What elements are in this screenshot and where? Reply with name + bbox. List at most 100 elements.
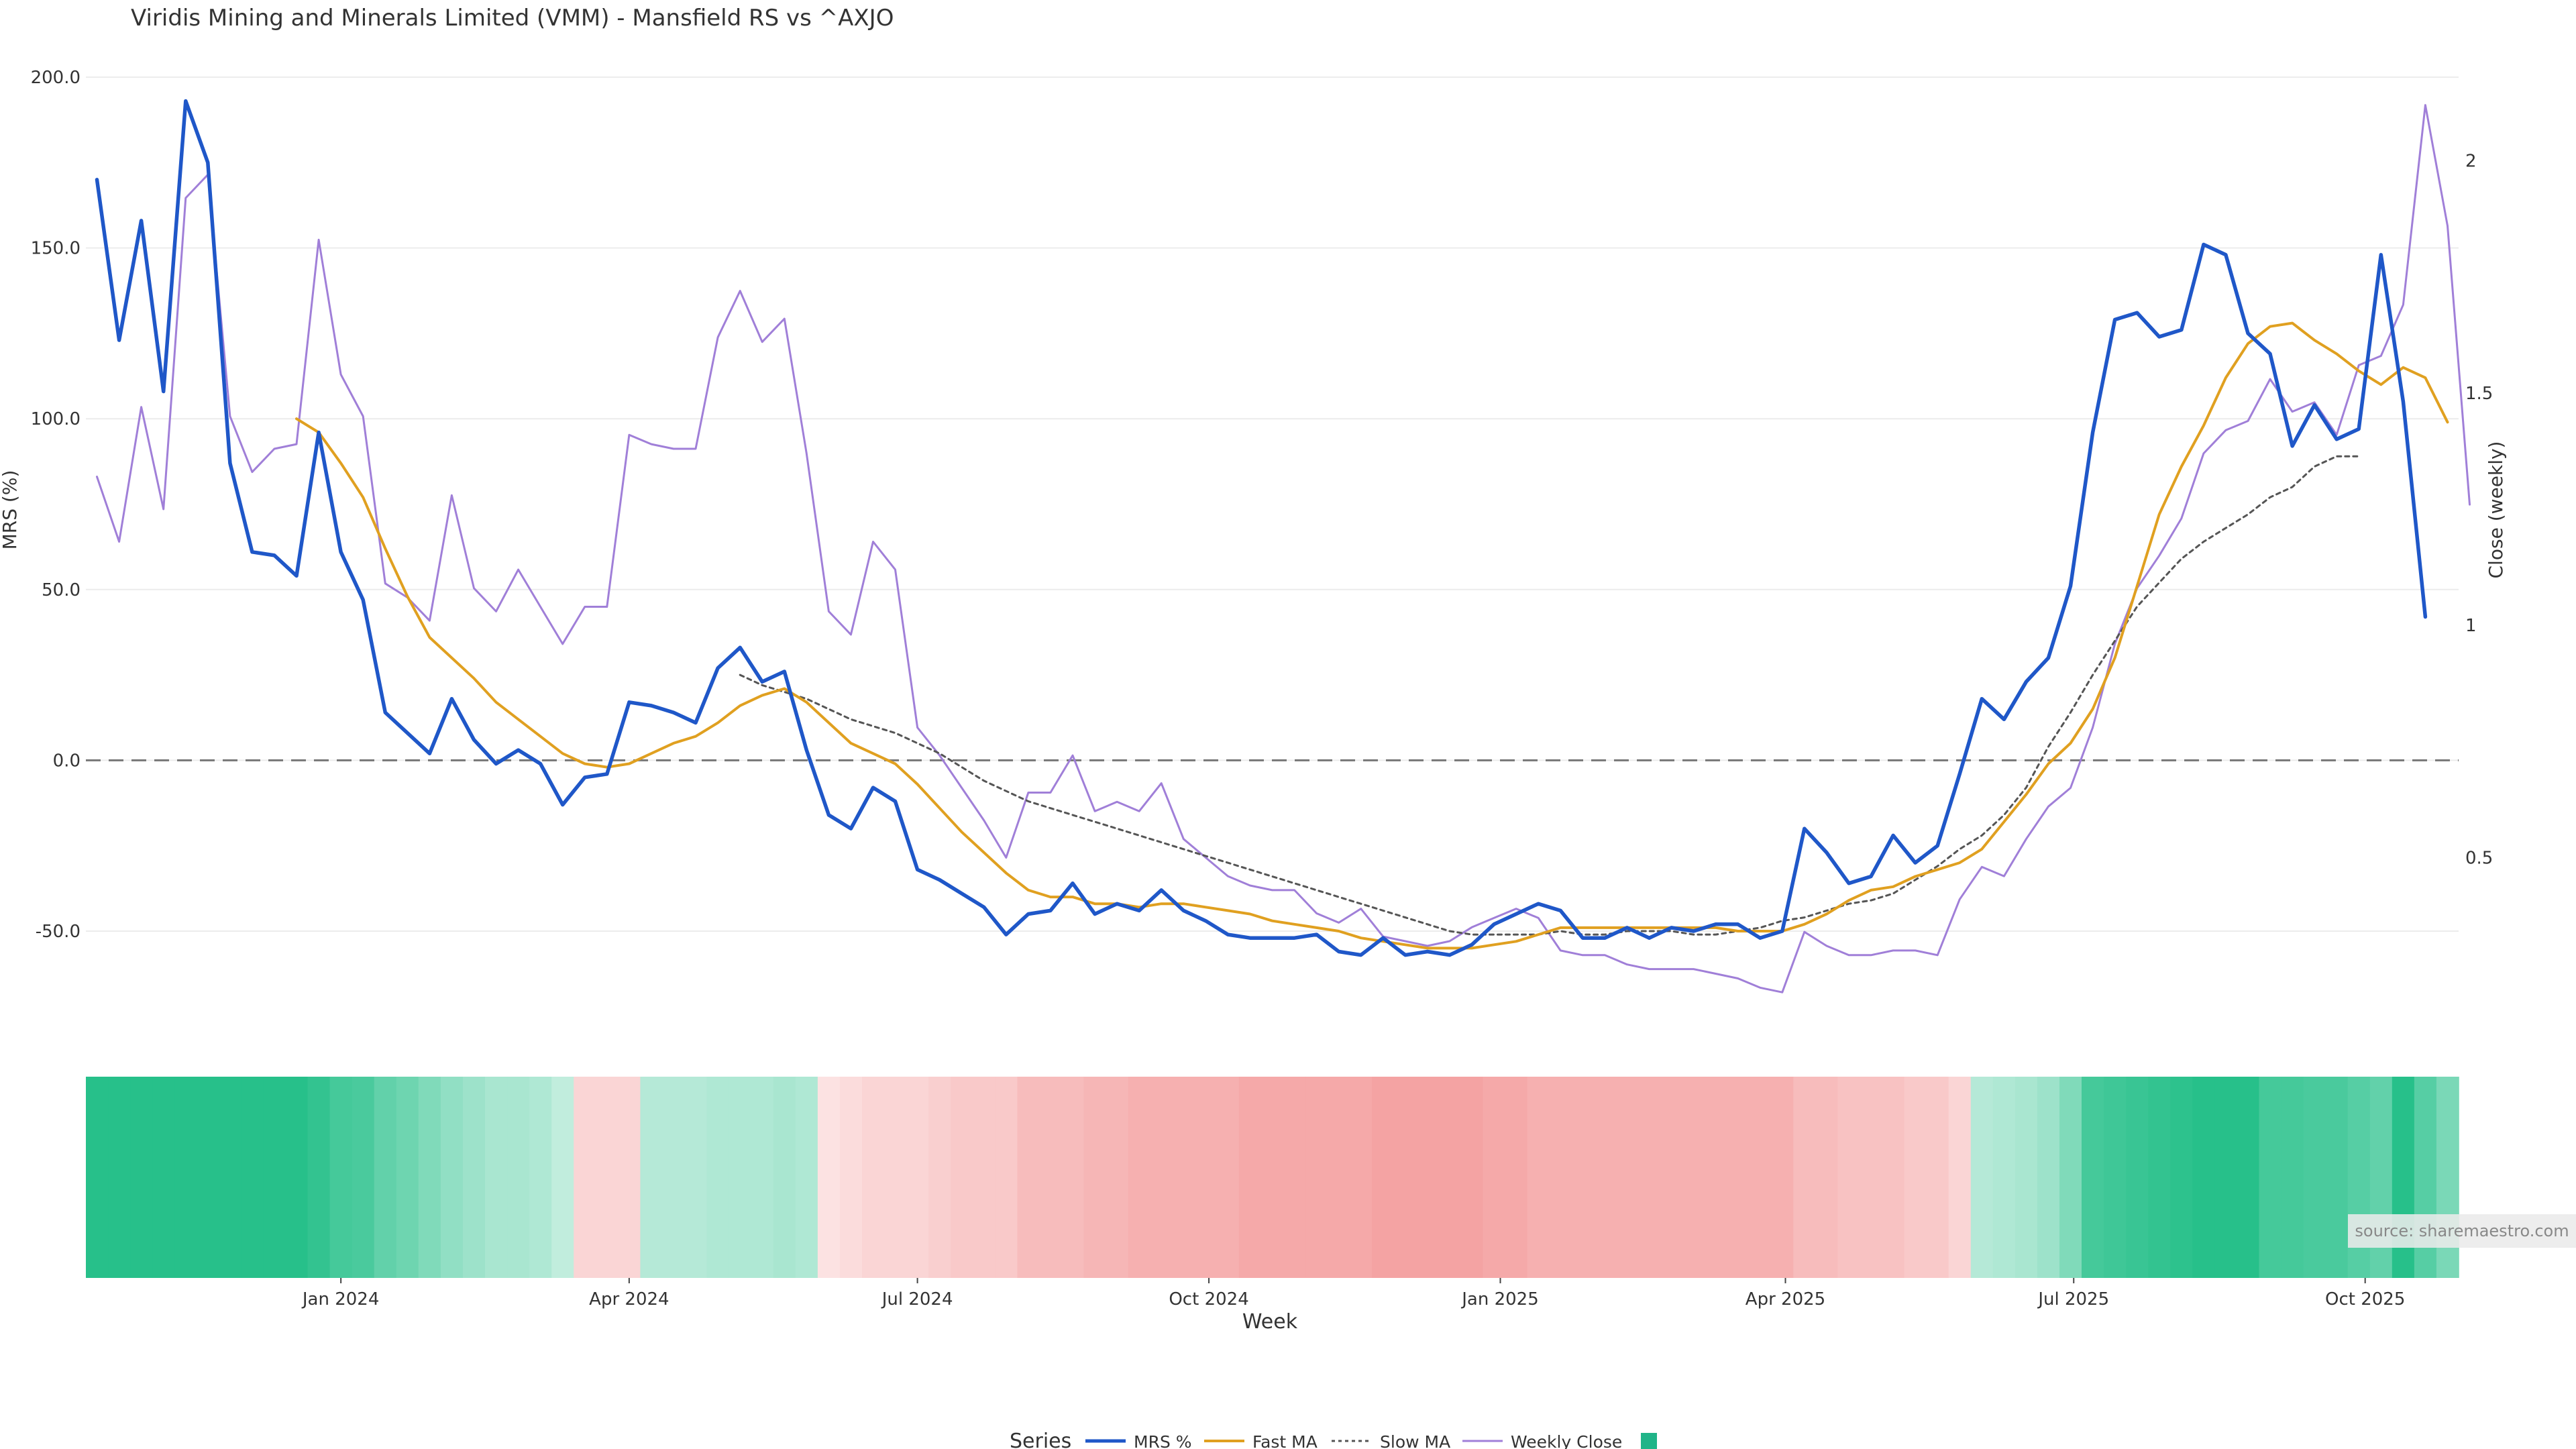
legend-close-label: Weekly Close — [1511, 1432, 1622, 1449]
heatmap-cell — [684, 1077, 708, 1278]
heatmap-cell — [2104, 1077, 2127, 1278]
y-left-tick-label: -50.0 — [36, 922, 80, 942]
heatmap-cell — [2436, 1077, 2459, 1278]
heatmap-cell — [1660, 1077, 1683, 1278]
heatmap-cell — [1283, 1077, 1306, 1278]
heatmap-cell — [884, 1077, 907, 1278]
heatmap-cell — [1705, 1077, 1727, 1278]
heatmap-cell — [1815, 1077, 1839, 1278]
heatmap-cell — [352, 1077, 375, 1278]
heatmap-cell — [329, 1077, 353, 1278]
x-tick-label: Apr 2025 — [1746, 1289, 1825, 1309]
series-line-weekly-close — [96, 104, 2471, 994]
heatmap-cell — [440, 1077, 464, 1278]
x-tick-label: Oct 2025 — [2325, 1289, 2405, 1309]
right-axis: 2 1.5 1 0.5 — [2465, 152, 2493, 869]
heatmap-cell — [1837, 1077, 1861, 1278]
heatmap-cell — [1261, 1077, 1284, 1278]
x-tick-label: Jul 2024 — [881, 1289, 953, 1309]
y-left-tick-label: 50.0 — [42, 580, 80, 600]
heatmap-cell — [1860, 1077, 1883, 1278]
heatmap-cell — [197, 1077, 220, 1278]
heatmap-cell — [1882, 1077, 1905, 1278]
heatmap-cell — [1061, 1077, 1085, 1278]
heatmap-cell — [1771, 1077, 1794, 1278]
heatmap-cell — [862, 1077, 885, 1278]
y-right-tick-label: 1 — [2465, 616, 2477, 636]
y-left-tick-label: 0.0 — [53, 751, 80, 771]
legend: Series MRS % Fast MA Slow MA Weekly Clos… — [1010, 1430, 1657, 1449]
heatmap-cell — [2214, 1077, 2238, 1278]
x-tick-label: Apr 2024 — [589, 1289, 669, 1309]
heatmap-cell — [973, 1077, 996, 1278]
y-right-tick-label: 1.5 — [2465, 384, 2493, 404]
heatmap-cell — [2392, 1077, 2415, 1278]
heatmap-cell — [2037, 1077, 2060, 1278]
heatmap-strip — [86, 1077, 2459, 1278]
chart-title: Viridis Mining and Minerals Limited (VMM… — [131, 5, 894, 32]
legend-item-slow-ma[interactable]: Slow MA — [1332, 1432, 1450, 1449]
heatmap-cell — [418, 1077, 441, 1278]
legend-slow-ma-label: Slow MA — [1380, 1432, 1450, 1449]
heatmap-cell — [817, 1077, 841, 1278]
heatmap-cell — [662, 1077, 686, 1278]
left-axis: 200.0 150.0 100.0 50.0 0.0 -50.0 — [31, 68, 80, 942]
heatmap-cell — [152, 1077, 176, 1278]
legend-item-fast-ma[interactable]: Fast MA — [1204, 1432, 1318, 1449]
heatmap-cell — [618, 1077, 641, 1278]
series-layer — [95, 99, 2471, 994]
heatmap-cell — [285, 1077, 309, 1278]
heatmap-cell — [507, 1077, 530, 1278]
series-line-mrs — [95, 99, 2428, 957]
heatmap-cell — [1904, 1077, 1927, 1278]
heatmap-cell — [906, 1077, 929, 1278]
heatmap-cell — [263, 1077, 286, 1278]
heatmap-cell — [108, 1077, 131, 1278]
legend-heatmap-swatch[interactable] — [1641, 1433, 1657, 1449]
heatmap-cell — [130, 1077, 153, 1278]
heatmap-cell — [1970, 1077, 1994, 1278]
x-tick-label: Jan 2024 — [301, 1289, 380, 1309]
heatmap-cell — [928, 1077, 951, 1278]
heatmap-cell — [1749, 1077, 1772, 1278]
heatmap-cell — [2347, 1077, 2371, 1278]
heatmap-cell — [1483, 1077, 1506, 1278]
heatmap-cell — [1571, 1077, 1595, 1278]
heatmap-cell — [1682, 1077, 1705, 1278]
y-left-tick-label: 150.0 — [31, 239, 80, 259]
heatmap-cell — [839, 1077, 863, 1278]
heatmap-cell — [2237, 1077, 2260, 1278]
heatmap-cell — [1948, 1077, 1972, 1278]
x-tick-label: Jul 2025 — [2037, 1289, 2109, 1309]
heatmap-cell — [219, 1077, 242, 1278]
heatmap-cell — [1593, 1077, 1617, 1278]
heatmap-cell — [2082, 1077, 2104, 1278]
y-left-tick-label: 200.0 — [31, 68, 80, 88]
heatmap-cell — [307, 1077, 331, 1278]
heatmap-cell — [485, 1077, 508, 1278]
heatmap-cell — [2126, 1077, 2149, 1278]
heatmap-cell — [1128, 1077, 1151, 1278]
heatmap-cell — [529, 1077, 552, 1278]
legend-item-weekly-close[interactable]: Weekly Close — [1462, 1432, 1622, 1449]
heatmap-cell — [1150, 1077, 1173, 1278]
legend-item-mrs[interactable]: MRS % — [1085, 1432, 1192, 1449]
heatmap-cell — [2259, 1077, 2282, 1278]
y-right-tick-label: 0.5 — [2465, 848, 2493, 868]
series-line-fast-ma — [295, 321, 2449, 950]
heatmap-cell — [2015, 1077, 2038, 1278]
heatmap-cell — [1305, 1077, 1328, 1278]
heatmap-cell — [773, 1077, 796, 1278]
heatmap-cell — [1438, 1077, 1462, 1278]
heatmap-cell — [1638, 1077, 1661, 1278]
x-tick-label: Oct 2024 — [1169, 1289, 1248, 1309]
heatmap-cell — [1394, 1077, 1417, 1278]
heatmap-cell — [1194, 1077, 1218, 1278]
heatmap-cell — [1328, 1077, 1350, 1278]
watermark: source: sharemaestro.com — [2348, 1214, 2576, 1248]
heatmap-cell — [1017, 1077, 1040, 1278]
heatmap-cell — [2148, 1077, 2171, 1278]
heatmap-cell — [463, 1077, 486, 1278]
heatmap-cell — [1372, 1077, 1395, 1278]
